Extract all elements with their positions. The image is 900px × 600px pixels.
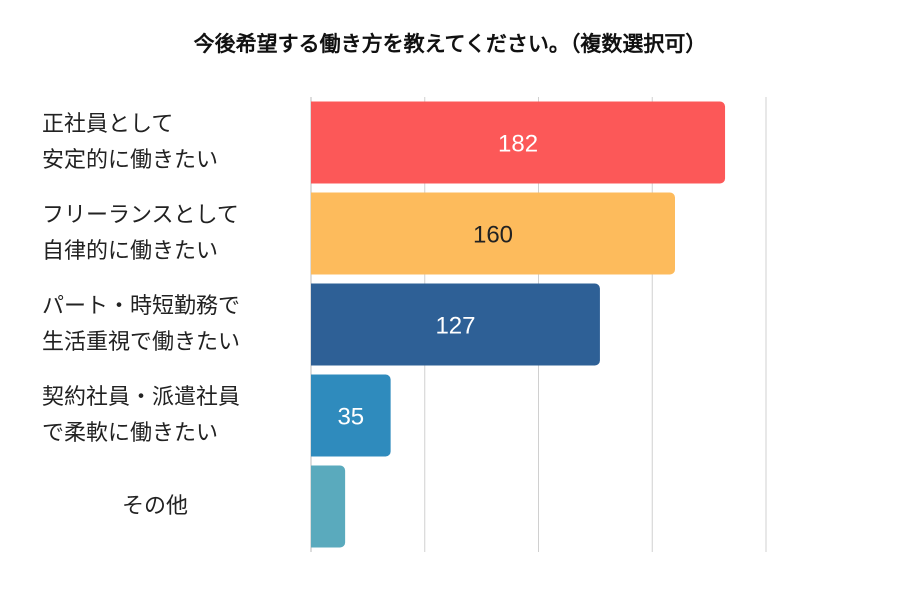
category-label: 契約社員・派遣社員 で柔軟に働きたい: [42, 384, 241, 446]
category-label: その他: [122, 493, 189, 519]
bar: [311, 465, 346, 548]
data-label: 160: [473, 222, 513, 249]
bar: [311, 283, 600, 366]
bar: [311, 192, 675, 275]
bar: [311, 101, 726, 184]
category-label: パート・時短勤務で 生活重視で働きたい: [42, 293, 241, 355]
category-label: 正社員として 安定的に働きたい: [42, 111, 219, 173]
chart-title: 今後希望する働き方を教えてください。（複数選択可）: [193, 32, 707, 56]
data-label: 127: [435, 313, 475, 340]
category-label: フリーランスとして 自律的に働きたい: [42, 202, 239, 264]
data-label: 35: [337, 404, 364, 431]
data-label: 182: [498, 131, 538, 158]
bar: [311, 374, 391, 457]
